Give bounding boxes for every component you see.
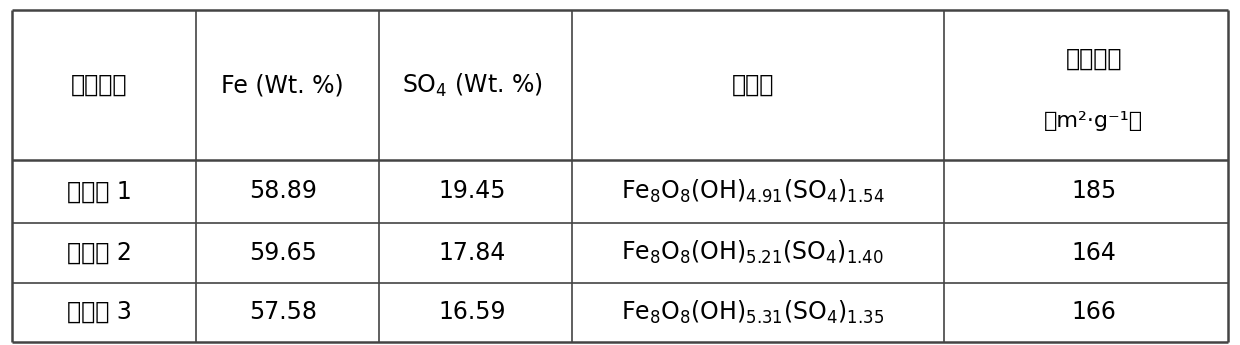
Text: $\mathrm{Fe_8O_8(OH)_{5.21}(SO_4)_{1.40}}$: $\mathrm{Fe_8O_8(OH)_{5.21}(SO_4)_{1.40}… xyxy=(621,239,884,266)
Text: $\mathrm{Fe_8O_8(OH)_{5.31}(SO_4)_{1.35}}$: $\mathrm{Fe_8O_8(OH)_{5.31}(SO_4)_{1.35}… xyxy=(621,299,884,326)
Text: 实施例 3: 实施例 3 xyxy=(67,300,131,324)
Text: 185: 185 xyxy=(1071,179,1116,204)
Text: $\mathrm{SO_4}$ (Wt. %): $\mathrm{SO_4}$ (Wt. %) xyxy=(402,72,543,99)
Text: 58.89: 58.89 xyxy=(249,179,316,204)
Text: Fe (Wt. %): Fe (Wt. %) xyxy=(222,73,343,97)
Text: 164: 164 xyxy=(1071,241,1116,265)
Text: 样品名称: 样品名称 xyxy=(71,73,128,97)
Text: 实施例 1: 实施例 1 xyxy=(67,179,131,204)
Text: 59.65: 59.65 xyxy=(249,241,316,265)
Text: 16.59: 16.59 xyxy=(439,300,506,324)
Text: 57.58: 57.58 xyxy=(249,300,316,324)
Text: 17.84: 17.84 xyxy=(439,241,506,265)
Text: 比表面积: 比表面积 xyxy=(1065,47,1122,71)
Text: （m²·g⁻¹）: （m²·g⁻¹） xyxy=(1044,111,1143,131)
Text: $\mathrm{Fe_8O_8(OH)_{4.91}(SO_4)_{1.54}}$: $\mathrm{Fe_8O_8(OH)_{4.91}(SO_4)_{1.54}… xyxy=(621,178,884,205)
Text: 化学式: 化学式 xyxy=(732,73,774,97)
Text: 实施例 2: 实施例 2 xyxy=(67,241,131,265)
Text: 19.45: 19.45 xyxy=(439,179,506,204)
Text: 166: 166 xyxy=(1071,300,1116,324)
